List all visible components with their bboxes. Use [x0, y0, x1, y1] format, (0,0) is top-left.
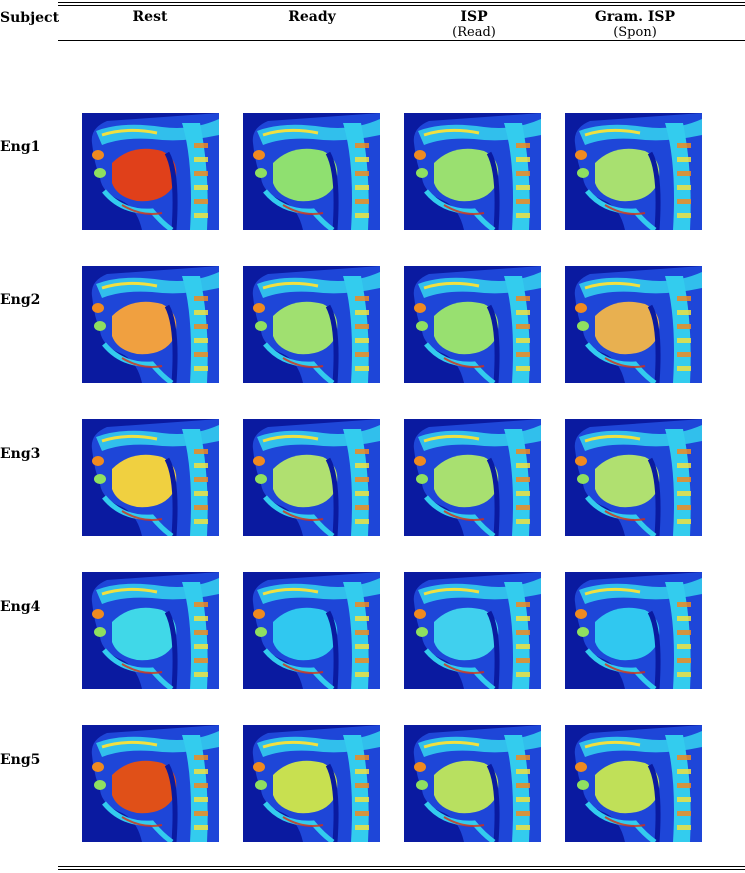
- row-label-eng1: Eng1: [0, 139, 41, 155]
- mri-image-eng5-col3: [404, 725, 541, 842]
- row-label-eng4: Eng4: [0, 599, 41, 615]
- header-rule: [58, 40, 745, 41]
- mri-image-eng4-col1: [82, 572, 219, 689]
- column-header-ready: Ready: [288, 9, 336, 25]
- mri-image-eng3-col4: [565, 419, 702, 536]
- mri-image-eng3-col1: [82, 419, 219, 536]
- row-label-eng2: Eng2: [0, 292, 41, 308]
- mri-image-eng5-col1: [82, 725, 219, 842]
- subject-column-header: Subject: [0, 10, 60, 26]
- mri-image-eng1-col2: [243, 113, 380, 230]
- mri-image-eng2-col2: [243, 266, 380, 383]
- mri-image-eng4-col4: [565, 572, 702, 689]
- mri-image-eng2-col1: [82, 266, 219, 383]
- top-rule-2: [58, 5, 745, 6]
- column-subheader-gram-isp: (Spon): [613, 25, 657, 40]
- mri-image-eng4-col2: [243, 572, 380, 689]
- mri-image-eng3-col3: [404, 419, 541, 536]
- mri-image-eng1-col3: [404, 113, 541, 230]
- mri-image-eng1-col1: [82, 113, 219, 230]
- top-rule-1: [58, 2, 745, 3]
- column-header-gram-isp: Gram. ISP: [594, 9, 676, 25]
- row-label-eng3: Eng3: [0, 446, 41, 462]
- column-header-rest: Rest: [132, 9, 168, 25]
- mri-image-eng5-col2: [243, 725, 380, 842]
- mri-image-eng5-col4: [565, 725, 702, 842]
- mri-image-eng1-col4: [565, 113, 702, 230]
- mri-image-eng2-col3: [404, 266, 541, 383]
- mri-image-eng4-col3: [404, 572, 541, 689]
- bottom-rule-2: [58, 869, 745, 870]
- mri-image-eng2-col4: [565, 266, 702, 383]
- bottom-rule-1: [58, 866, 745, 867]
- row-label-eng5: Eng5: [0, 752, 41, 768]
- mri-image-eng3-col2: [243, 419, 380, 536]
- column-header-isp: ISP: [460, 9, 488, 25]
- column-subheader-isp: (Read): [452, 25, 496, 40]
